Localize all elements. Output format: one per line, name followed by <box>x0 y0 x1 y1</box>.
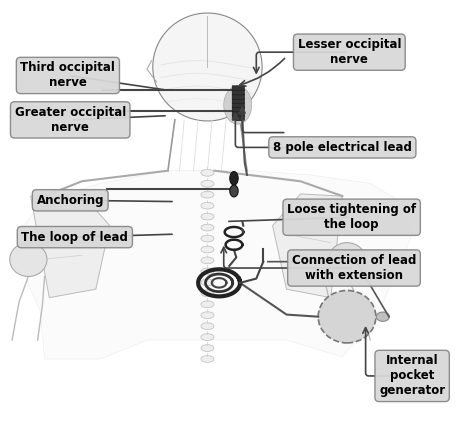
Circle shape <box>318 291 376 343</box>
Ellipse shape <box>153 13 262 121</box>
Ellipse shape <box>201 356 214 363</box>
Text: Internal
pocket
generator: Internal pocket generator <box>379 354 445 397</box>
FancyBboxPatch shape <box>232 90 245 95</box>
Polygon shape <box>31 194 110 298</box>
Ellipse shape <box>201 213 214 220</box>
Ellipse shape <box>201 345 214 351</box>
Ellipse shape <box>230 172 238 185</box>
Ellipse shape <box>201 180 214 187</box>
Ellipse shape <box>201 191 214 198</box>
Polygon shape <box>17 171 412 359</box>
Circle shape <box>10 243 47 276</box>
Ellipse shape <box>201 290 214 296</box>
Ellipse shape <box>201 312 214 319</box>
Text: Third occipital
nerve: Third occipital nerve <box>20 61 115 89</box>
Ellipse shape <box>201 323 214 330</box>
Ellipse shape <box>224 86 252 124</box>
FancyBboxPatch shape <box>232 115 245 120</box>
Text: Connection of lead
with extension: Connection of lead with extension <box>292 254 416 282</box>
Ellipse shape <box>201 202 214 209</box>
Ellipse shape <box>376 312 389 321</box>
Ellipse shape <box>201 224 214 231</box>
FancyBboxPatch shape <box>232 111 245 116</box>
Ellipse shape <box>201 334 214 340</box>
FancyBboxPatch shape <box>232 103 245 108</box>
Polygon shape <box>273 194 342 298</box>
Circle shape <box>328 243 365 276</box>
Text: Loose tightening of
the loop: Loose tightening of the loop <box>287 203 416 231</box>
Ellipse shape <box>230 185 238 197</box>
Text: The loop of lead: The loop of lead <box>21 230 128 244</box>
FancyBboxPatch shape <box>232 94 245 99</box>
Ellipse shape <box>201 235 214 242</box>
Ellipse shape <box>201 279 214 286</box>
Ellipse shape <box>201 257 214 264</box>
Text: Anchoring: Anchoring <box>36 194 104 207</box>
Ellipse shape <box>201 268 214 275</box>
Polygon shape <box>237 86 242 120</box>
Ellipse shape <box>201 170 214 176</box>
Ellipse shape <box>201 301 214 308</box>
FancyBboxPatch shape <box>232 98 245 104</box>
FancyBboxPatch shape <box>232 86 245 91</box>
Text: 8 pole electrical lead: 8 pole electrical lead <box>273 141 412 154</box>
FancyBboxPatch shape <box>232 107 245 112</box>
Ellipse shape <box>201 246 214 253</box>
Text: Greater occipital
nerve: Greater occipital nerve <box>15 106 126 134</box>
Text: Lesser occipital
nerve: Lesser occipital nerve <box>298 38 401 66</box>
